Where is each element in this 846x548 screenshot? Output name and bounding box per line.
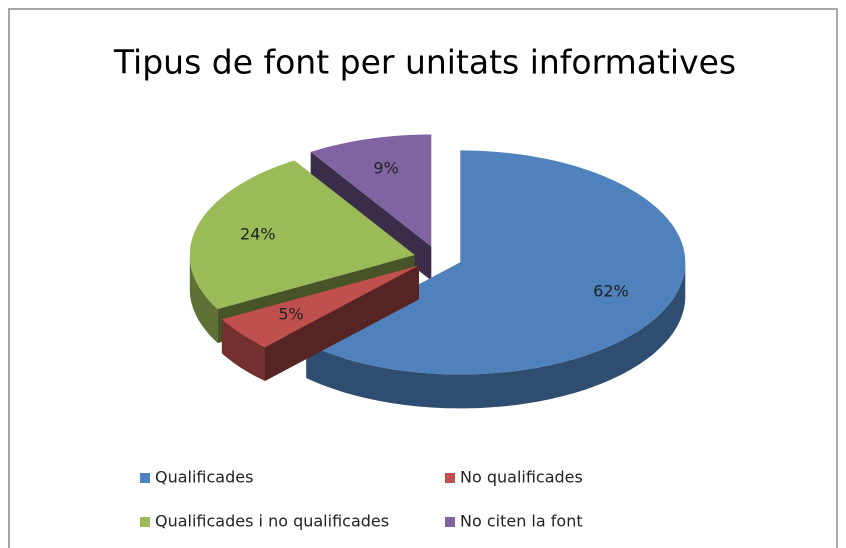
- legend-label: Qualificades: [155, 468, 253, 487]
- data-label: 24%: [240, 224, 276, 243]
- legend-label: Qualificades i no qualificades: [155, 512, 389, 531]
- legend-label: No qualificades: [460, 468, 583, 487]
- slice-top: [306, 150, 686, 375]
- slice-top: [221, 265, 419, 347]
- slice-wall: [306, 262, 686, 409]
- slice-wall: [221, 319, 265, 381]
- data-label: 62%: [593, 282, 629, 301]
- pie-slice: [221, 265, 419, 381]
- legend-swatch: [445, 517, 455, 527]
- chart-frame: [8, 8, 838, 548]
- legend-swatch: [140, 473, 150, 483]
- legend-swatch: [140, 517, 150, 527]
- pie-slice: [306, 150, 686, 409]
- slice-top: [310, 134, 432, 247]
- data-label: 5%: [278, 304, 303, 323]
- data-label: 9%: [373, 159, 398, 178]
- chart-title: Tipus de font per unitats informatives: [113, 43, 736, 82]
- slice-wall: [189, 255, 218, 343]
- slice-top: [189, 160, 415, 309]
- legend-swatch: [445, 473, 455, 483]
- legend-label: No citen la font: [460, 512, 583, 531]
